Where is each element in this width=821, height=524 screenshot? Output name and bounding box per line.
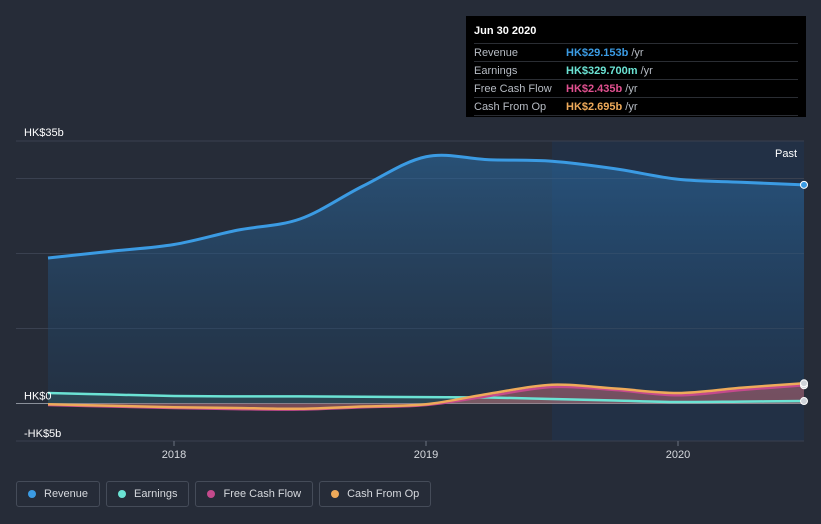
y-tick-label: -HK$5b: [24, 428, 61, 440]
x-axis-ticks: 2018 2019 2020: [162, 441, 690, 461]
legend-label: Cash From Op: [347, 488, 420, 500]
tooltip-unit: /yr: [631, 46, 644, 59]
tooltip-row-free-cash-flow: Free Cash Flow HK$2.435b /yr: [474, 79, 798, 97]
legend-dot-icon: [331, 490, 340, 498]
area-revenue: [48, 155, 804, 404]
tooltip-label: Revenue: [474, 46, 519, 59]
tooltip-value: HK$2.695b: [566, 100, 623, 113]
tooltip-row-revenue: Revenue HK$29.153b /yr: [474, 43, 798, 61]
legend-label: Free Cash Flow: [223, 488, 302, 500]
series-endpoints: [800, 180, 808, 406]
tooltip-label: Cash From Op: [474, 100, 547, 113]
legend-item-revenue[interactable]: Revenue: [16, 481, 101, 507]
legend-label: Earnings: [134, 488, 178, 500]
tooltip-unit: /yr: [625, 82, 638, 95]
tooltip-value: HK$2.435b: [566, 82, 623, 95]
tooltip-value: HK$329.700m: [566, 64, 638, 77]
line-cash-from-op: [47, 382, 805, 411]
tooltip-panel: Jun 30 2020 Revenue HK$29.153b /yr Earni…: [466, 16, 806, 117]
tooltip-row-cash-from-op: Cash From Op HK$2.695b /yr: [474, 97, 798, 116]
legend-item-earnings[interactable]: Earnings: [106, 481, 190, 507]
line-revenue: [47, 153, 805, 260]
chart-canvas: 2018 2019 2020 HK$35b HK$0 -HK$5b Past: [16, 127, 808, 461]
legend-dot-icon: [28, 490, 36, 498]
line-earnings: [47, 391, 805, 404]
y-tick-label: HK$0: [24, 391, 52, 403]
legend-dot-icon: [118, 490, 127, 498]
past-label: Past: [775, 148, 797, 160]
tooltip-label: Free Cash Flow: [474, 82, 552, 95]
area-free-cash-flow: [48, 385, 804, 410]
endpoint-cash-from-op: [800, 379, 808, 388]
tooltip-unit: /yr: [640, 64, 653, 77]
x-tick-label: 2019: [414, 449, 438, 461]
tooltip-value: HK$29.153b: [566, 46, 629, 59]
tooltip-label: Earnings: [474, 64, 518, 77]
endpoint-revenue: [800, 180, 808, 189]
series-lines: [47, 153, 805, 411]
y-tick-label: HK$35b: [24, 127, 64, 139]
chart-legend: Revenue Earnings Free Cash Flow Cash Fro…: [16, 481, 432, 507]
endpoint-earnings: [800, 397, 808, 406]
series-areas: [48, 155, 804, 410]
tooltip-row-earnings: Earnings HK$329.700m /yr: [474, 61, 798, 79]
tooltip-date: Jun 30 2020: [474, 25, 537, 37]
y-axis-labels: HK$35b HK$0 -HK$5b: [24, 127, 64, 440]
legend-label: Revenue: [44, 488, 89, 500]
legend-item-free-cash-flow[interactable]: Free Cash Flow: [195, 481, 314, 507]
legend-item-cash-from-op[interactable]: Cash From Op: [319, 481, 432, 507]
tooltip-unit: /yr: [625, 100, 638, 113]
x-tick-label: 2018: [162, 449, 186, 461]
x-tick-label: 2020: [666, 449, 690, 461]
legend-dot-icon: [207, 490, 216, 498]
